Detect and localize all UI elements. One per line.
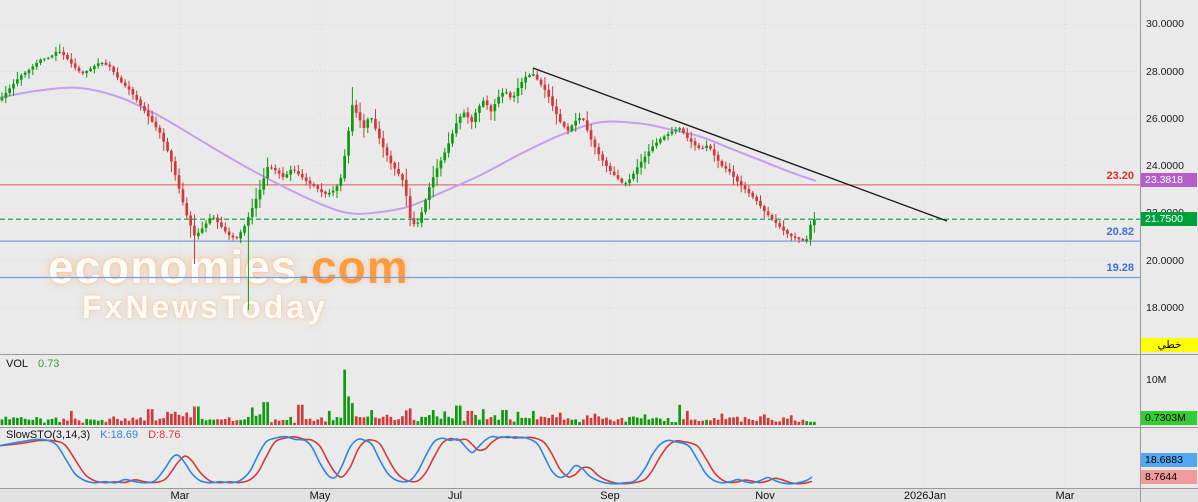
watermark-brand: economies [48, 241, 298, 293]
time-label: May [309, 490, 331, 502]
price-tick: 28.0000 [1146, 66, 1184, 78]
support1-level-label: 20.82 [1106, 226, 1134, 238]
sto-k-line [0, 435, 813, 485]
candles-layer [0, 44, 816, 311]
watermark: economies.com FxNewsToday [48, 244, 409, 324]
scale-type-button[interactable]: خطي [1141, 338, 1198, 352]
watermark-subbrand: FxNewsToday [82, 288, 328, 325]
sto-k-label: K:18.69 [100, 429, 139, 441]
time-label: Nov [755, 490, 775, 502]
price-tick: 20.0000 [1146, 255, 1184, 267]
sto-k-badge: 18.6883 [1141, 453, 1197, 467]
descending-trendline[interactable] [532, 67, 948, 222]
time-label: 2026Jan [903, 490, 947, 502]
price-tick: 18.0000 [1146, 302, 1184, 314]
volume-bars-layer [0, 369, 816, 425]
resistance-level-label: 23.20 [1106, 170, 1134, 182]
price-tick: 24.0000 [1146, 160, 1184, 172]
sto-d-badge: 8.7644 [1141, 470, 1197, 484]
watermark-line1: economies.com [48, 244, 409, 291]
time-axis-strip[interactable] [0, 489, 1198, 502]
sto-d-line [0, 436, 813, 485]
time-label: Jul [447, 490, 463, 502]
sto-pane-header: SlowSTO(3,14,3) K:18.69 D:8.76 [6, 429, 181, 441]
volume-pane-value: 0.73 [38, 358, 60, 370]
last-price-badge: 21.7500 [1141, 212, 1197, 226]
volume-value-badge: 0.7303M [1141, 411, 1197, 425]
time-label: Sep [600, 490, 620, 502]
time-label: Mar [1055, 490, 1075, 502]
price-tick: 26.0000 [1146, 113, 1184, 125]
time-label: Mar [170, 490, 190, 502]
ma-value-badge: 23.3818 [1141, 173, 1197, 187]
support2-level-label: 19.28 [1106, 262, 1134, 274]
watermark-brand-suffix: .com [297, 241, 409, 293]
volume-pane-title: VOL [6, 358, 29, 370]
volume-pane-header: VOL 0.73 [6, 358, 59, 370]
sto-pane-title: SlowSTO(3,14,3) [6, 429, 91, 441]
sto-d-label: D:8.76 [148, 429, 181, 441]
volume-tick: 10M [1146, 374, 1167, 386]
price-tick: 30.0000 [1146, 18, 1184, 30]
